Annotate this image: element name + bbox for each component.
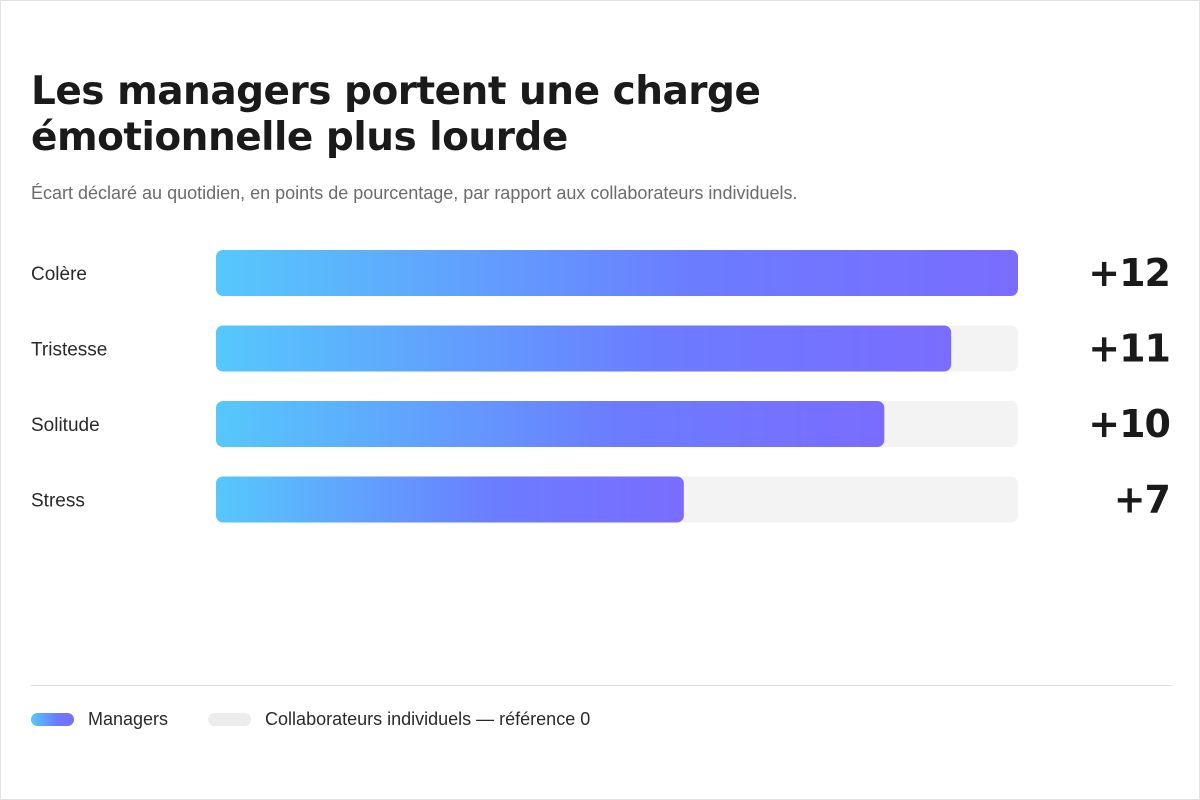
category-label-solitude: Solitude: [31, 415, 100, 436]
bar-solitude: [216, 401, 885, 447]
chart-title: Les managers portent une charge émotionn…: [31, 69, 761, 160]
value-label-colere: +12: [1088, 251, 1170, 295]
legend-label-reference: Collaborateurs individuels — référence 0: [265, 709, 591, 729]
category-label-colere: Colère: [31, 264, 87, 285]
legend-divider: [31, 685, 1171, 686]
bar-colere: [216, 250, 1018, 296]
value-label-solitude: +10: [1088, 402, 1170, 446]
category-label-stress: Stress: [31, 491, 85, 512]
bar-stress: [216, 476, 684, 523]
value-label-tristesse: +11: [1088, 327, 1170, 371]
bar-tristesse: [216, 325, 952, 372]
value-label-stress: +7: [1114, 478, 1170, 522]
legend-swatch-reference: [208, 713, 252, 726]
category-label-tristesse: Tristesse: [31, 340, 107, 361]
chart-subtitle: Écart déclaré au quotidien, en points de…: [31, 183, 798, 203]
bar-chart: Colère +12 Tristesse +11 Solitude +10 Stress +7: [31, 250, 1171, 523]
legend-swatch-managers: [31, 713, 74, 726]
legend-label-managers: Managers: [88, 709, 169, 729]
legend-item-managers: Managers: [31, 709, 168, 730]
legend: Managers Collaborateurs individuels — ré…: [31, 709, 645, 730]
legend-item-reference: Collaborateurs individuels — référence 0: [208, 709, 605, 730]
